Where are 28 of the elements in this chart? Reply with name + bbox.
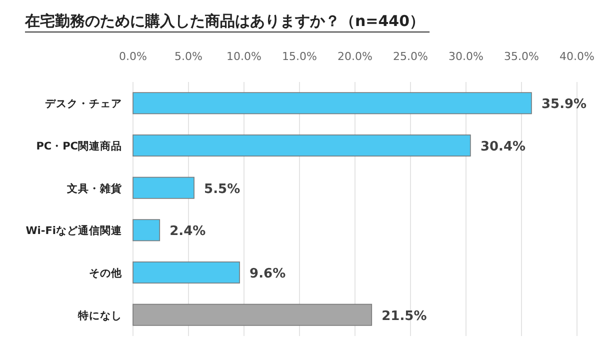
data-label: 2.4% — [170, 224, 206, 240]
x-tick-label: 5.0% — [174, 50, 202, 63]
y-tick-label: 文具・雑貨 — [66, 182, 122, 195]
x-tick-label: 30.0% — [448, 50, 484, 63]
bar — [132, 176, 194, 199]
x-tick-label: 15.0% — [282, 50, 317, 63]
data-label: 35.9% — [541, 97, 587, 112]
x-tick-label: 0.0% — [119, 50, 147, 63]
y-tick-label: その他 — [89, 266, 123, 280]
y-tick-label: デスク・チェア — [45, 98, 122, 110]
data-label: 5.5% — [204, 182, 240, 197]
bar — [132, 92, 532, 114]
bar — [132, 262, 240, 284]
y-tick-label: Wi-Fiなど通信関連 — [26, 224, 123, 238]
y-tick-label: PC・PC関連商品 — [36, 140, 122, 152]
x-tick-label: 35.0% — [504, 50, 539, 63]
bar — [132, 134, 471, 156]
x-tick-label: 20.0% — [338, 50, 372, 63]
chart-title: 在宅勤務のために購入した商品はありますか？（n=440） — [24, 12, 425, 30]
y-tick-label: 特になし — [77, 308, 122, 322]
data-label: 9.6% — [250, 266, 286, 282]
bar — [132, 304, 372, 326]
bar — [132, 219, 160, 242]
x-tick-label: 25.0% — [393, 50, 428, 63]
x-tick-label: 10.0% — [226, 50, 262, 63]
data-label: 21.5% — [382, 308, 427, 324]
x-tick-label: 40.0% — [560, 50, 594, 63]
data-label: 30.4% — [480, 140, 526, 154]
